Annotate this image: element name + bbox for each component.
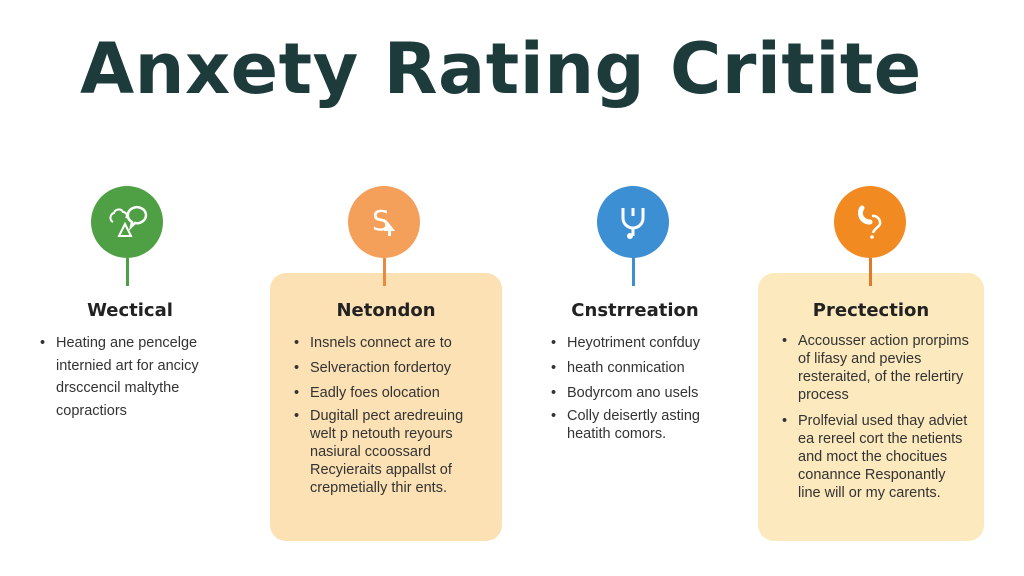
list-item: Dugitall pect aredreuing welt p netouth … xyxy=(294,407,490,497)
bullet-list: Accousser action prorpims of lifasy and … xyxy=(782,332,972,505)
column-heading: Netondon xyxy=(336,300,436,321)
list-item: Heating ane pencelge internied art for a… xyxy=(40,332,230,422)
bullet-list: Heating ane pencelge internied art for a… xyxy=(40,332,230,425)
stethoscope-icon xyxy=(597,186,669,258)
list-item: heath conmication xyxy=(551,357,731,379)
list-item: Selveraction fordertoy xyxy=(294,357,490,379)
column-heading: Prectection xyxy=(812,300,930,321)
connector-line xyxy=(869,258,872,286)
list-item: Heyotriment confduy xyxy=(551,332,731,354)
svg-text:S: S xyxy=(372,204,390,237)
tree-speech-bubble-icon xyxy=(91,186,163,258)
list-item: Eadly foes olocation xyxy=(294,382,490,404)
phone-question-icon xyxy=(834,186,906,258)
page-title: Anxety Rating Critite xyxy=(80,28,922,110)
list-item: Accousser action prorpims of lifasy and … xyxy=(782,332,972,404)
list-item: Bodyrcom ano usels xyxy=(551,382,731,404)
connector-line xyxy=(126,258,129,286)
connector-line xyxy=(383,258,386,286)
list-item: Colly deisertly asting heatith comors. xyxy=(551,407,731,443)
connector-line xyxy=(632,258,635,286)
bullet-list: Heyotriment confduy heath conmication Bo… xyxy=(551,332,731,446)
column-heading: Wectical xyxy=(87,300,173,321)
list-item: Prolfevial used thay adviet ea rereel co… xyxy=(782,412,972,502)
column-heading: Cnstrreation xyxy=(571,300,699,321)
list-item: Insnels connect are to xyxy=(294,332,490,354)
bullet-list: Insnels connect are to Selveraction ford… xyxy=(294,332,490,500)
dollar-cursor-icon: S xyxy=(348,186,420,258)
